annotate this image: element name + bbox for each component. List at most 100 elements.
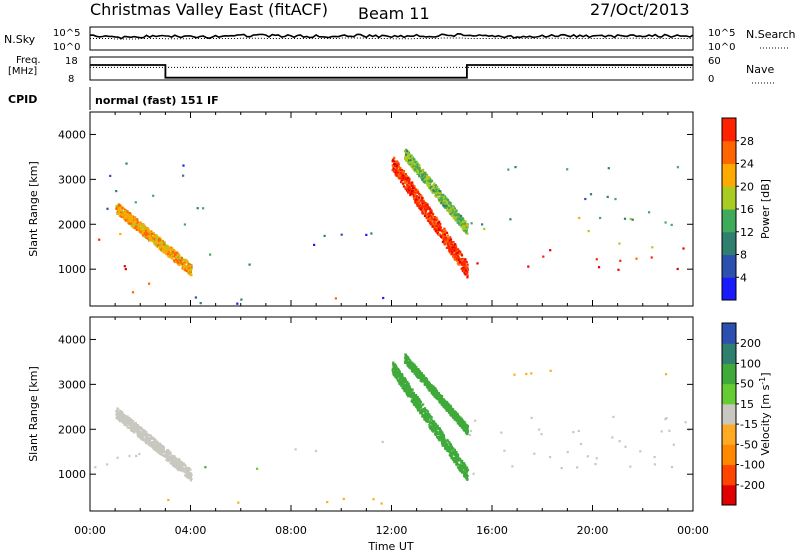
velocity-cell [433, 386, 436, 390]
power-cell [397, 162, 400, 165]
power-cell [126, 210, 129, 213]
power-cell [629, 217, 632, 221]
power-cell [187, 263, 190, 266]
power-cell [449, 245, 452, 248]
power-cell [180, 261, 183, 264]
velocity-cell [421, 376, 424, 379]
velocity-cell [397, 367, 400, 371]
velocity-cell [186, 467, 189, 470]
power-cell [483, 227, 486, 230]
velocity-cell [417, 398, 420, 401]
power-cell [182, 259, 185, 262]
power-cell [454, 250, 457, 253]
velocity-cell [425, 417, 428, 420]
velocity-cell [181, 468, 184, 471]
power-cell [413, 197, 416, 200]
power-cell [138, 230, 141, 233]
velocity-colorbar-tick: -15 [740, 418, 758, 431]
power-cell [147, 228, 150, 231]
velocity-colorbar-frame [721, 322, 737, 506]
velocity-colorbar-tick: -100 [740, 459, 765, 472]
power-cell [464, 220, 467, 223]
velocity-cell [463, 424, 466, 427]
velocity-cell [423, 381, 426, 384]
velocity-cell [147, 434, 150, 437]
power-cell [451, 251, 454, 254]
power-cell [248, 263, 251, 266]
power-cell [428, 186, 431, 189]
velocity-cell [256, 467, 259, 470]
velocity-cell [119, 414, 122, 417]
power-colorbar-tick: 28 [740, 135, 754, 148]
power-cell [444, 237, 447, 240]
velocity-cell [538, 428, 541, 431]
velocity-cell [444, 440, 447, 443]
power-cell [133, 227, 137, 230]
power-heatmap-data [98, 148, 685, 305]
power-cell [406, 161, 410, 164]
power-cell [164, 245, 167, 248]
velocity-cell [466, 474, 469, 477]
power-cell [412, 195, 415, 198]
power-cell [435, 216, 438, 219]
power-cell [399, 173, 402, 176]
power-cell [410, 155, 413, 158]
velocity-cell [425, 409, 428, 412]
power-cell [174, 259, 177, 263]
velocity-cell [447, 404, 450, 407]
velocity-cell [442, 443, 446, 446]
velocity-cell [427, 386, 431, 390]
power-cell [463, 272, 466, 275]
velocity-cell [413, 366, 416, 369]
velocity-cell [460, 417, 463, 421]
velocity-cell [423, 383, 426, 386]
velocity-cell [158, 446, 162, 449]
power-cell [422, 199, 425, 202]
freq-label: Freq. [16, 55, 41, 66]
velocity-cell [445, 403, 448, 406]
power-cell [136, 221, 139, 224]
power-cell [117, 210, 121, 214]
power-cell [128, 213, 131, 216]
power-cell [438, 199, 441, 202]
power-cell [174, 253, 177, 256]
power-cell [623, 217, 627, 220]
power-cell [168, 255, 171, 259]
power-cell [442, 199, 445, 203]
velocity-cell [116, 456, 119, 459]
power-cell [160, 241, 164, 244]
power-cell [466, 274, 469, 277]
velocity-cell [424, 412, 427, 415]
velocity-cell [464, 426, 467, 429]
power-cell [428, 214, 432, 217]
nave-tick-bottom: 0 [708, 74, 714, 85]
velocity-cell [135, 426, 138, 429]
velocity-cell [409, 362, 412, 365]
velocity-cell [454, 416, 457, 419]
velocity-cell [454, 414, 457, 417]
power-cell [370, 232, 373, 235]
velocity-cell [401, 378, 404, 381]
velocity-cell [398, 374, 401, 377]
power-cell [184, 258, 187, 261]
power-cell [408, 161, 411, 164]
velocity-colorbar-label-sup: -1 [758, 377, 767, 385]
velocity-cell [415, 396, 418, 399]
velocity-cell [463, 474, 466, 477]
power-cell [407, 156, 410, 159]
velocity-cell [413, 398, 416, 401]
power-cell [143, 229, 146, 232]
velocity-cell [400, 373, 403, 376]
power-cell [124, 208, 127, 211]
velocity-cell [442, 439, 445, 442]
velocity-cell [429, 426, 432, 430]
power-cell [393, 170, 396, 173]
velocity-cell [416, 375, 419, 378]
velocity-cell [426, 418, 430, 421]
power-cell [466, 266, 469, 269]
power-cell [459, 250, 462, 253]
velocity-cell [116, 410, 119, 413]
power-cell [431, 215, 434, 218]
velocity-cell [436, 397, 439, 400]
velocity-cell [426, 410, 430, 413]
